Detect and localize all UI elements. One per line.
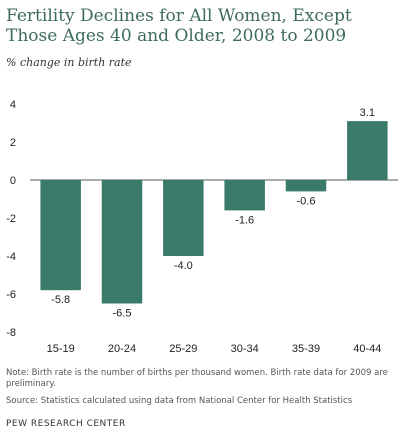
y-tick-label: 2 xyxy=(10,137,16,149)
x-tick-label: 30-34 xyxy=(231,343,259,355)
y-tick-label: -4 xyxy=(6,251,16,263)
notes-block: Note: Birth rate is the number of births… xyxy=(6,368,402,413)
bar-30-34 xyxy=(224,180,265,211)
x-axis-ticks: 15-19 20-24 25-29 30-34 35-39 40-44 xyxy=(47,343,382,355)
data-label: -5.8 xyxy=(51,294,70,306)
note-text: Note: Birth rate is the number of births… xyxy=(6,368,388,389)
x-tick-label: 25-29 xyxy=(169,343,197,355)
x-tick-label: 20-24 xyxy=(108,343,136,355)
y-tick-label: -2 xyxy=(6,213,16,225)
source-text: Source: Statistics calculated using data… xyxy=(6,396,353,406)
y-tick-label: 4 xyxy=(10,99,16,111)
data-label: -6.5 xyxy=(113,308,132,320)
source-organization: PEW RESEARCH CENTER xyxy=(6,419,126,429)
x-tick-label: 40-44 xyxy=(353,343,381,355)
y-axis-ticks: 4 2 0 -2 -4 -6 -8 xyxy=(6,99,16,339)
bar-20-24 xyxy=(101,180,143,304)
x-tick-label: 15-19 xyxy=(47,343,75,355)
bar-chart: 4 2 0 -2 -4 -6 -8 -5.8 -6.5 -4.0 -1.6 -0.6 3.1 15-1… xyxy=(6,99,398,355)
y-tick-label: 0 xyxy=(10,175,16,187)
y-tick-label: -8 xyxy=(6,327,16,339)
x-tick-label: 35-39 xyxy=(292,343,320,355)
data-label: -1.6 xyxy=(235,214,254,226)
bars-group xyxy=(40,121,388,304)
data-label: -0.6 xyxy=(297,195,316,207)
bar-35-39 xyxy=(285,180,327,192)
chart-title: Fertility Declines for All Women, Except… xyxy=(6,6,352,46)
y-tick-label: -6 xyxy=(6,289,16,301)
data-label: -4.0 xyxy=(174,260,193,272)
bar-15-19 xyxy=(40,180,81,291)
bar-40-44 xyxy=(347,121,388,180)
bar-25-29 xyxy=(163,180,204,256)
data-labels-group: -5.8 -6.5 -4.0 -1.6 -0.6 3.1 xyxy=(51,107,375,319)
data-label: 3.1 xyxy=(360,107,375,119)
chart-subtitle: % change in birth rate xyxy=(6,56,132,69)
